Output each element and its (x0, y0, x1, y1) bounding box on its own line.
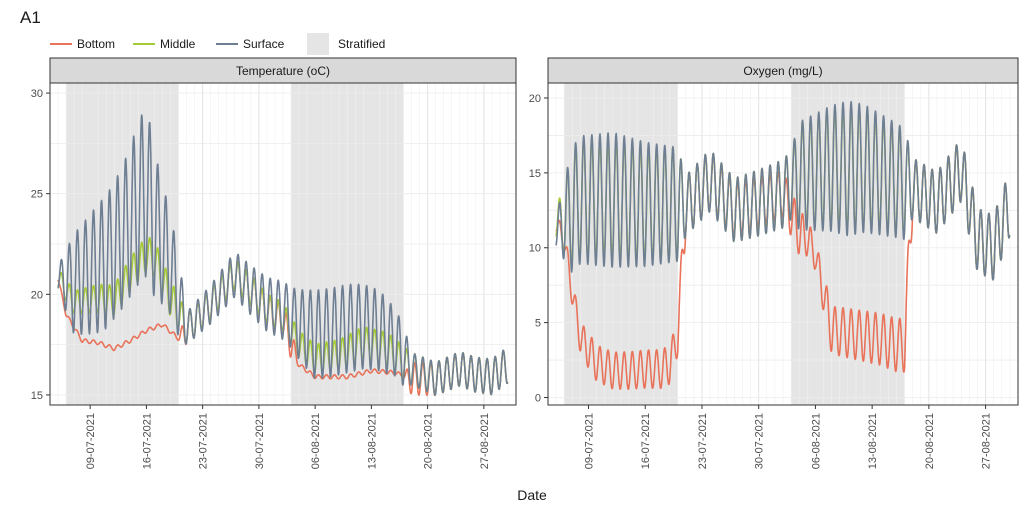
panel-label: A1 (20, 8, 41, 27)
x-tick-label: 16-07-2021 (640, 413, 652, 469)
y-tick-label: 20 (31, 289, 43, 301)
legend-stratified-label: Stratified (338, 37, 385, 51)
legend-bottom-label: Bottom (77, 37, 115, 51)
y-tick-label: 30 (31, 88, 43, 100)
oxygen-panel: Oxygen (mg/L) 0 5 10 15 20 09-07-2021 16-07-202… (529, 57, 1019, 469)
x-tick-label: 13-08-2021 (867, 413, 879, 469)
y-tick-label: 15 (529, 168, 541, 180)
x-tick-label: 09-07-2021 (85, 413, 97, 469)
x-tick-label: 16-07-2021 (141, 413, 153, 469)
x-axis-title: Date (517, 487, 547, 503)
x-tick-label: 27-08-2021 (479, 413, 491, 469)
legend: Bottom Middle Surface Stratified (50, 33, 385, 55)
x-tick-label: 06-08-2021 (310, 413, 322, 469)
x-tick-label: 09-07-2021 (584, 413, 596, 469)
x-tick-label: 23-07-2021 (697, 413, 709, 469)
facet-title: Oxygen (mg/L) (743, 64, 822, 78)
x-tick-label: 06-08-2021 (810, 413, 822, 469)
series-line-surface (57, 114, 509, 396)
legend-stratified-swatch (307, 33, 329, 55)
series-line-surface (555, 101, 1011, 281)
x-tick-label: 27-08-2021 (981, 413, 993, 469)
x-tick-label: 30-07-2021 (754, 413, 766, 469)
temperature-panel: Temperature (oC) 15 20 25 30 09-07-2021 16-07-… (31, 57, 517, 469)
facet-strip (49, 57, 517, 84)
y-tick-label: 20 (529, 93, 541, 105)
x-tick-label: 20-08-2021 (423, 413, 435, 469)
y-tick-label: 25 (31, 189, 43, 201)
x-tick-label: 13-08-2021 (366, 413, 378, 469)
legend-middle-label: Middle (160, 37, 196, 51)
y-tick-label: 15 (31, 390, 43, 402)
y-tick-label: 10 (529, 243, 541, 255)
x-tick-label: 23-07-2021 (198, 413, 210, 469)
y-tick-label: 5 (535, 318, 541, 330)
x-tick-label: 20-08-2021 (924, 413, 936, 469)
legend-surface-label: Surface (243, 37, 285, 51)
plot-border (49, 82, 517, 406)
facet-title: Temperature (oC) (236, 64, 330, 78)
y-tick-label: 0 (535, 393, 541, 405)
x-tick-label: 30-07-2021 (254, 413, 266, 469)
plot-border (547, 82, 1019, 406)
